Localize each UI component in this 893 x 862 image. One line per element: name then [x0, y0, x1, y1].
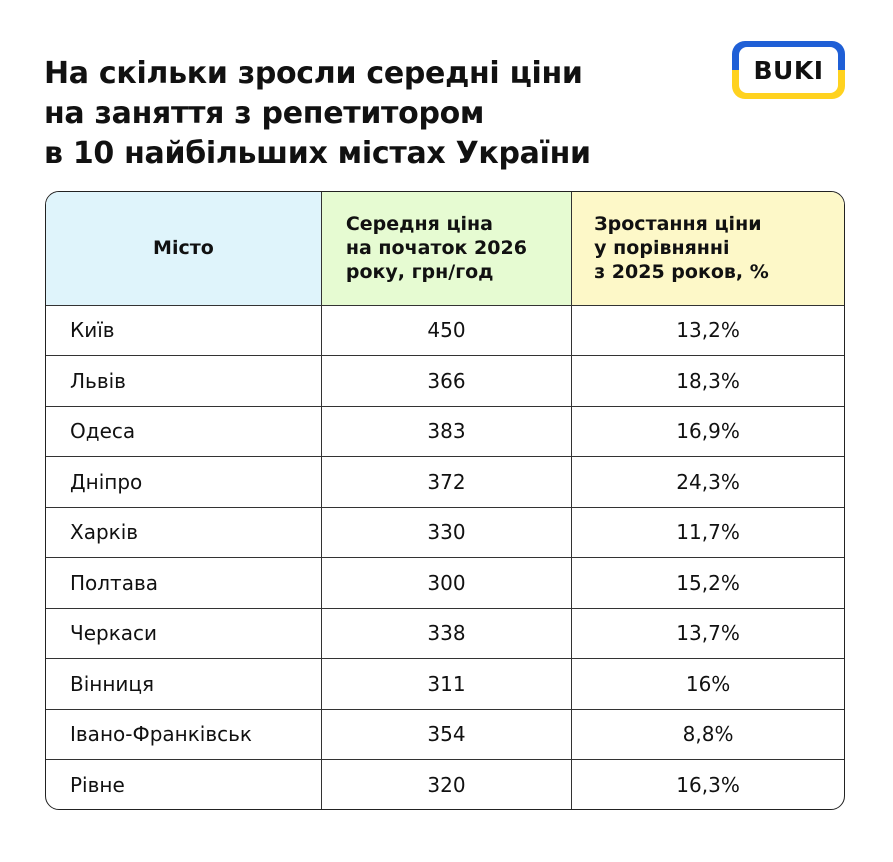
column-header-price: Середня ціна на початок 2026 року, грн/г… [320, 192, 573, 306]
cell-price: 383 [320, 405, 573, 457]
cell-growth: 13,7% [571, 607, 844, 659]
header-line: року, грн/год [345, 261, 494, 284]
logo-text: BUKI [753, 55, 824, 85]
column-header-city: Місто [46, 192, 322, 306]
price-table: Місто Середня ціна на початок 2026 року,… [45, 191, 845, 810]
title-line: на заняття з репетитором [44, 96, 485, 132]
table-row: Київ 450 13,2% [46, 304, 844, 356]
table-header-row: Місто Середня ціна на початок 2026 року,… [46, 192, 844, 306]
cell-growth: 24,3% [571, 456, 844, 508]
table-row: Івано-Франківськ 354 8,8% [46, 708, 844, 760]
cell-price: 320 [320, 759, 573, 809]
cell-growth: 18,3% [571, 355, 844, 407]
cell-city: Рівне [46, 759, 322, 809]
cell-city: Черкаси [46, 607, 322, 659]
cell-city: Дніпро [46, 456, 322, 508]
cell-growth: 11,7% [571, 506, 844, 558]
cell-price: 338 [320, 607, 573, 659]
table-row: Вінниця 311 16% [46, 658, 844, 710]
logo-badge: BUKI [739, 47, 838, 93]
table-row: Дніпро 372 24,3% [46, 456, 844, 508]
table-row: Черкаси 338 13,7% [46, 607, 844, 659]
title-line: На скільки зросли середні ціни [44, 56, 583, 92]
cell-growth: 13,2% [571, 304, 844, 356]
cell-city: Вінниця [46, 658, 322, 710]
page-title: На скільки зросли середні ціни на занятт… [44, 54, 684, 174]
column-header-growth: Зростання ціни у порівнянні з 2025 роков… [571, 192, 844, 306]
header-line: Середня ціна [345, 213, 493, 236]
cell-price: 366 [320, 355, 573, 407]
cell-city: Івано-Франківськ [46, 708, 322, 760]
table-row: Львів 366 18,3% [46, 355, 844, 407]
cell-growth: 16,9% [571, 405, 844, 457]
data-table: Місто Середня ціна на початок 2026 року,… [46, 192, 844, 809]
cell-price: 300 [320, 557, 573, 609]
cell-city: Львів [46, 355, 322, 407]
table-row: Харків 330 11,7% [46, 506, 844, 558]
cell-growth: 16% [571, 658, 844, 710]
cell-price: 354 [320, 708, 573, 760]
buki-logo: BUKI [732, 41, 845, 99]
table-row: Одеса 383 16,9% [46, 405, 844, 457]
cell-city: Київ [46, 304, 322, 356]
title-line: в 10 найбільших містах України [44, 136, 591, 172]
cell-price: 330 [320, 506, 573, 558]
cell-price: 372 [320, 456, 573, 508]
header-line: Зростання ціни [594, 213, 762, 236]
cell-growth: 8,8% [571, 708, 844, 760]
cell-growth: 15,2% [571, 557, 844, 609]
header-line: на початок 2026 [345, 237, 527, 260]
table-row: Полтава 300 15,2% [46, 557, 844, 609]
cell-city: Одеса [46, 405, 322, 457]
table-row: Рівне 320 16,3% [46, 759, 844, 809]
cell-city: Полтава [46, 557, 322, 609]
cell-growth: 16,3% [571, 759, 844, 809]
header-line: з 2025 роков, % [594, 261, 769, 284]
cell-city: Харків [46, 506, 322, 558]
header-line: Місто [153, 237, 214, 260]
cell-price: 450 [320, 304, 573, 356]
cell-price: 311 [320, 658, 573, 710]
header-line: у порівнянні [594, 237, 730, 260]
